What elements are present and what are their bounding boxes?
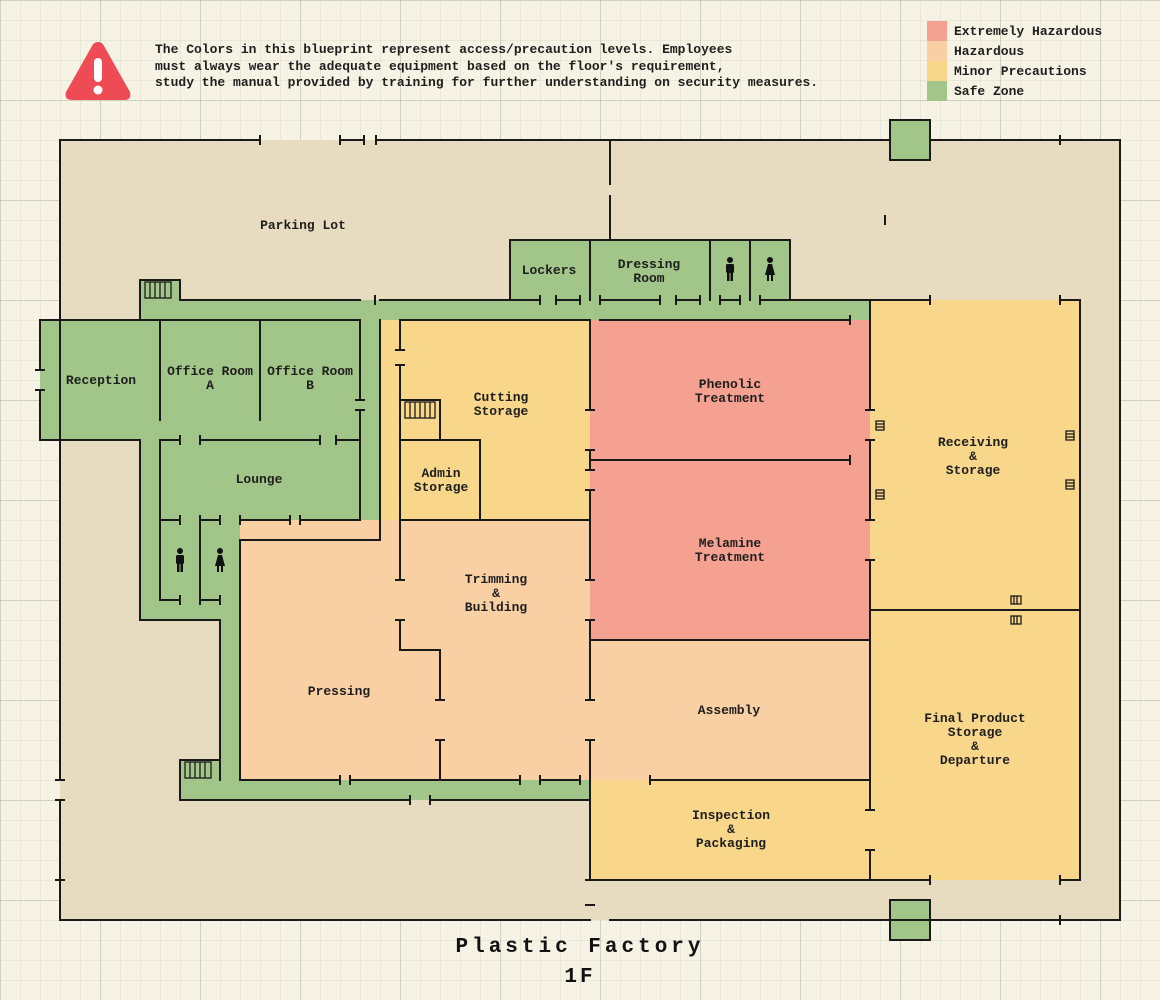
melamine-zone	[590, 460, 870, 640]
room-label-pressing: Pressing	[308, 684, 371, 699]
room-label-admin: Admin Storage	[414, 466, 469, 495]
room-label-line: B	[306, 378, 314, 393]
room-label-line: Storage	[948, 725, 1003, 740]
room-label-line: Storage	[414, 480, 469, 495]
room-label-line: Office Room	[167, 364, 253, 379]
room-label-line: Trimming	[465, 572, 528, 587]
room-label-line: Pressing	[308, 684, 371, 699]
room-label-office-b: Office Room B	[267, 364, 353, 393]
receiving-zone	[870, 300, 1080, 610]
restroom-icons	[176, 257, 775, 572]
room-label-line: Final Product	[924, 711, 1025, 726]
room-label-reception: Reception	[66, 373, 136, 388]
room-label-dressing: Dressing Room	[618, 257, 681, 286]
room-label-line: Storage	[474, 404, 529, 419]
room-label-assembly: Assembly	[698, 703, 761, 718]
room-label-line: &	[971, 739, 979, 754]
room-label-line: &	[969, 449, 977, 464]
legend-swatch-extreme	[927, 21, 947, 41]
room-label-line: Inspection	[692, 808, 770, 823]
lockers-zone	[510, 240, 790, 300]
room-label-inspection: Inspection & Packaging	[692, 808, 770, 851]
room-label-lounge: Lounge	[236, 472, 283, 487]
room-label-parking: Parking Lot	[260, 218, 346, 233]
room-label-line: Admin	[421, 466, 460, 481]
floor-label: 1F	[564, 966, 596, 989]
plan-title: Plastic Factory	[455, 936, 705, 959]
room-label-line: Packaging	[696, 836, 766, 851]
room-label-line: Lounge	[236, 472, 283, 487]
legend-item-minor: Minor Precautions	[927, 61, 1102, 81]
legend-swatch-hazardous	[927, 41, 947, 61]
room-label-office-a: Office Room A	[167, 364, 253, 393]
room-label-melamine: Melamine Treatment	[695, 536, 765, 565]
room-label-lockers: Lockers	[522, 263, 577, 278]
inspection-zone	[590, 780, 870, 880]
room-label-line: Assembly	[698, 703, 761, 718]
male-restroom-icon-left	[176, 548, 184, 572]
room-label-line: Melamine	[699, 536, 762, 551]
room-label-phenolic: Phenolic Treatment	[695, 377, 765, 406]
assembly-zone	[590, 640, 870, 780]
legend-item-safe: Safe Zone	[927, 81, 1102, 101]
door-markers	[35, 135, 1061, 925]
legend-label: Extremely Hazardous	[954, 23, 1103, 39]
room-label-line: Office Room	[267, 364, 353, 379]
room-label-line: Room	[633, 271, 664, 286]
room-label-line: Building	[465, 600, 528, 615]
room-label-line: Phenolic	[699, 377, 762, 392]
final-product-zone	[870, 610, 1080, 880]
stairs-and-racks	[144, 281, 1075, 779]
room-label-line: Treatment	[695, 391, 765, 406]
room-label-line: Cutting	[474, 390, 529, 405]
legend-swatch-minor	[927, 61, 947, 81]
room-label-receiving: Receiving & Storage	[938, 435, 1008, 478]
room-label-line: &	[727, 822, 735, 837]
legend-item-hazardous: Hazardous	[927, 41, 1102, 61]
legend-label: Safe Zone	[954, 83, 1025, 99]
bottom-corridor	[180, 780, 590, 800]
top-corridor	[140, 300, 870, 320]
room-label-line: Dressing	[618, 257, 681, 272]
room-label-final: Final Product Storage & Departure	[924, 711, 1025, 768]
pressing-zone-top	[240, 540, 400, 780]
room-label-cutting: Cutting Storage	[474, 390, 529, 419]
lower-left-corridor	[220, 620, 240, 780]
room-label-line: &	[492, 586, 500, 601]
gate-top	[890, 120, 930, 160]
room-label-line: Lockers	[522, 263, 577, 278]
cutting-storage-zone	[380, 320, 590, 520]
legend-label: Hazardous	[954, 43, 1025, 59]
legend-swatch-safe	[927, 81, 947, 101]
left-corridor	[140, 440, 160, 620]
female-restroom-icon-left	[215, 548, 225, 572]
warning-icon	[65, 42, 131, 100]
legend-label: Minor Precautions	[954, 63, 1087, 79]
legend: Extremely Hazardous Hazardous Minor Prec…	[927, 21, 1102, 101]
room-label-line: Storage	[946, 463, 1001, 478]
room-label-trimming: Trimming & Building	[465, 572, 528, 615]
female-restroom-icon-top	[765, 257, 775, 281]
room-label-line: Reception	[66, 373, 136, 388]
phenolic-zone	[590, 320, 870, 460]
legend-item-extreme: Extremely Hazardous	[927, 21, 1102, 41]
mid-corridor	[360, 320, 380, 540]
room-label-line: Parking Lot	[260, 218, 346, 233]
left-corridor-bottom	[140, 600, 240, 620]
male-restroom-icon-top	[726, 257, 734, 281]
room-label-line: A	[206, 378, 214, 393]
room-label-line: Treatment	[695, 550, 765, 565]
safety-notice: The Colors in this blueprint represent a…	[155, 42, 819, 90]
room-label-line: Departure	[940, 753, 1010, 768]
room-label-line: Receiving	[938, 435, 1008, 450]
